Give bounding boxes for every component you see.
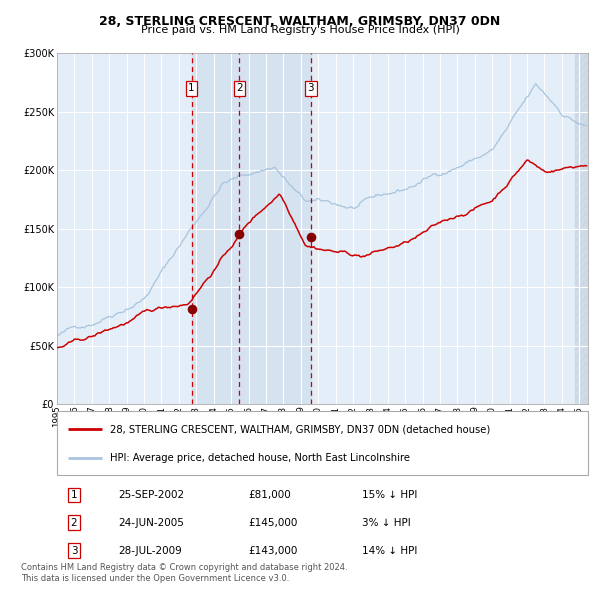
Text: £145,000: £145,000 [248,518,298,527]
Text: 25-SEP-2002: 25-SEP-2002 [118,490,184,500]
Text: This data is licensed under the Open Government Licence v3.0.: This data is licensed under the Open Gov… [21,574,289,583]
Text: 2: 2 [71,518,77,527]
Text: Price paid vs. HM Land Registry's House Price Index (HPI): Price paid vs. HM Land Registry's House … [140,25,460,35]
Text: 24-JUN-2005: 24-JUN-2005 [118,518,184,527]
Text: 1: 1 [71,490,77,500]
Text: £81,000: £81,000 [248,490,291,500]
Text: 28, STERLING CRESCENT, WALTHAM, GRIMSBY, DN37 0DN (detached house): 28, STERLING CRESCENT, WALTHAM, GRIMSBY,… [110,424,490,434]
Bar [575,53,588,404]
Point [235,230,244,239]
Point [306,232,316,241]
Text: 3: 3 [307,83,314,93]
FancyBboxPatch shape [57,411,588,475]
Point [187,304,196,314]
Text: 15% ↓ HPI: 15% ↓ HPI [362,490,418,500]
Text: 28, STERLING CRESCENT, WALTHAM, GRIMSBY, DN37 0DN: 28, STERLING CRESCENT, WALTHAM, GRIMSBY,… [100,15,500,28]
Text: 3: 3 [71,546,77,556]
Text: £143,000: £143,000 [248,546,298,556]
Text: 1: 1 [188,83,195,93]
Text: 2: 2 [236,83,243,93]
Bar [191,53,311,404]
Text: 28-JUL-2009: 28-JUL-2009 [118,546,182,556]
Text: 3% ↓ HPI: 3% ↓ HPI [362,518,411,527]
Text: Contains HM Land Registry data © Crown copyright and database right 2024.: Contains HM Land Registry data © Crown c… [21,563,347,572]
Text: 14% ↓ HPI: 14% ↓ HPI [362,546,418,556]
Text: HPI: Average price, detached house, North East Lincolnshire: HPI: Average price, detached house, Nort… [110,453,410,463]
